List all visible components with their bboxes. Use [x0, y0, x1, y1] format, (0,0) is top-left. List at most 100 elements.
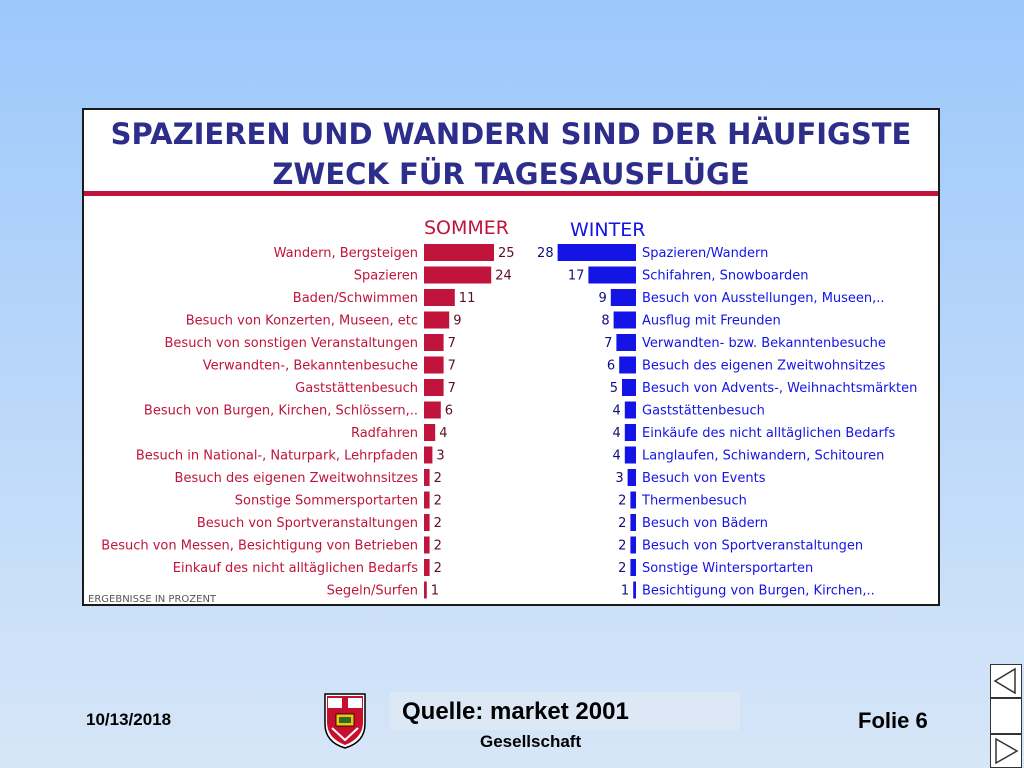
winter-value-label: 2 [618, 516, 626, 531]
chart-footnote: ERGEBNISSE IN PROZENT [88, 594, 217, 604]
winter-category-label: Spazieren/Wandern [642, 246, 768, 261]
winter-bar [610, 289, 636, 306]
sommer-bar [424, 491, 430, 509]
sommer-value-label: 7 [448, 381, 456, 396]
sommer-value-label: 24 [495, 269, 512, 284]
legend-sommer: SOMMER [424, 217, 509, 239]
sommer-bar [424, 379, 444, 396]
sommer-category-label: Gaststättenbesuch [295, 381, 418, 396]
winter-bar [619, 356, 636, 374]
sommer-value-label: 2 [434, 494, 442, 509]
footer-source: Quelle: market 2001 [402, 698, 629, 725]
sommer-category-label: Besuch von Konzerten, Museen, etc [186, 314, 418, 329]
winter-value-label: 4 [613, 449, 621, 464]
sommer-value-label: 7 [448, 359, 456, 374]
winter-category-label: Gaststättenbesuch [642, 404, 765, 419]
sommer-bar [424, 311, 450, 329]
winter-category-label: Langlaufen, Schiwandern, Schitouren [642, 449, 884, 464]
sommer-value-label: 4 [439, 426, 447, 441]
sommer-category-label: Einkauf des nicht alltäglichen Bedarfs [173, 561, 418, 576]
sommer-category-label: Besuch von Sportveranstaltungen [197, 516, 418, 531]
sommer-bar [424, 469, 430, 486]
winter-bar [616, 334, 636, 351]
sommer-category-label: Verwandten-, Bekanntenbesuche [203, 359, 418, 374]
winter-value-label: 4 [613, 404, 621, 419]
winter-category-label: Besichtigung von Burgen, Kirchen,.. [642, 584, 875, 599]
winter-value-label: 7 [604, 336, 612, 351]
winter-value-label: 1 [621, 584, 629, 599]
footer-source-box [390, 692, 740, 730]
winter-bar [624, 446, 636, 464]
sommer-bar [424, 514, 430, 531]
sommer-category-label: Wandern, Bergsteigen [274, 246, 418, 261]
sommer-value-label: 11 [459, 291, 476, 306]
sommer-bar [424, 536, 430, 554]
winter-category-label: Besuch von Advents-, Weihnachtsmärkten [642, 381, 917, 396]
sommer-bar [424, 401, 441, 419]
sommer-category-label: Spazieren [354, 269, 418, 284]
sommer-category-label: Sonstige Sommersportarten [235, 494, 418, 509]
triangle-right-icon [995, 737, 1019, 765]
sommer-bar [424, 424, 436, 441]
winter-value-label: 2 [618, 494, 626, 509]
winter-category-label: Verwandten- bzw. Bekanntenbesuche [642, 336, 886, 351]
winter-bar [557, 244, 636, 261]
sommer-bar [424, 289, 455, 306]
winter-bar [613, 311, 636, 329]
winter-value-label: 8 [601, 314, 609, 329]
sommer-category-label: Segeln/Surfen [327, 584, 418, 599]
winter-category-label: Besuch von Bädern [642, 516, 768, 531]
sommer-value-label: 9 [453, 314, 461, 329]
winter-bar [624, 424, 636, 441]
sommer-value-label: 2 [434, 561, 442, 576]
winter-category-label: Thermenbesuch [641, 494, 747, 509]
sommer-value-label: 2 [434, 539, 442, 554]
sommer-category-label: Besuch des eigenen Zweitwohnsitzes [175, 471, 419, 486]
legend-winter: WINTER [570, 219, 645, 241]
winter-value-label: 28 [537, 246, 554, 261]
chart-panel: SPAZIEREN UND WANDERN SIND DER HÄUFIGSTE… [82, 108, 940, 606]
winter-category-label: Besuch von Sportveranstaltungen [642, 539, 863, 554]
winter-category-label: Einkäufe des nicht alltäglichen Bedarfs [642, 426, 895, 441]
triangle-left-icon [993, 667, 1016, 695]
slide-number: Folie 6 [858, 708, 928, 733]
sommer-value-label: 3 [436, 449, 444, 464]
sommer-bar [424, 356, 444, 374]
prev-slide-button[interactable] [990, 664, 1022, 698]
blank-nav-button[interactable] [990, 698, 1022, 734]
sommer-category-label: Radfahren [351, 426, 418, 441]
sommer-category-label: Baden/Schwimmen [293, 291, 418, 306]
winter-bar [630, 491, 636, 509]
sommer-category-label: Besuch von Burgen, Kirchen, Schlössern,.… [144, 404, 418, 419]
footer-date: 10/13/2018 [86, 710, 172, 729]
winter-category-label: Schifahren, Snowboarden [642, 269, 808, 284]
sommer-category-label: Besuch in National-, Naturpark, Lehrpfad… [136, 449, 418, 464]
sommer-bar [424, 581, 427, 599]
winter-value-label: 3 [615, 471, 623, 486]
footer-subtitle: Gesellschaft [480, 732, 582, 751]
sommer-category-label: Besuch von sonstigen Veranstaltungen [165, 336, 418, 351]
winter-bar [624, 401, 636, 419]
sommer-category-label: Besuch von Messen, Besichtigung von Betr… [101, 539, 418, 554]
sommer-value-label: 2 [434, 516, 442, 531]
winter-value-label: 2 [618, 539, 626, 554]
winter-bar [588, 266, 636, 284]
winter-value-label: 2 [618, 561, 626, 576]
winter-bar [622, 379, 636, 396]
next-slide-button[interactable] [990, 734, 1022, 768]
winter-value-label: 6 [607, 359, 615, 374]
title-divider [84, 191, 938, 196]
winter-bar [633, 581, 636, 599]
sommer-value-label: 7 [448, 336, 456, 351]
sommer-bar [424, 244, 494, 261]
winter-value-label: 17 [568, 269, 585, 284]
winter-bar [630, 514, 636, 531]
sommer-bar [424, 446, 433, 464]
coat-of-arms-logo [324, 693, 366, 749]
sommer-bar [424, 559, 430, 576]
winter-category-label: Sonstige Wintersportarten [642, 561, 813, 576]
sommer-value-label: 25 [498, 246, 515, 261]
winter-category-label: Ausflug mit Freunden [642, 314, 781, 329]
sommer-bar [424, 334, 444, 351]
winter-category-label: Besuch von Events [642, 471, 766, 486]
